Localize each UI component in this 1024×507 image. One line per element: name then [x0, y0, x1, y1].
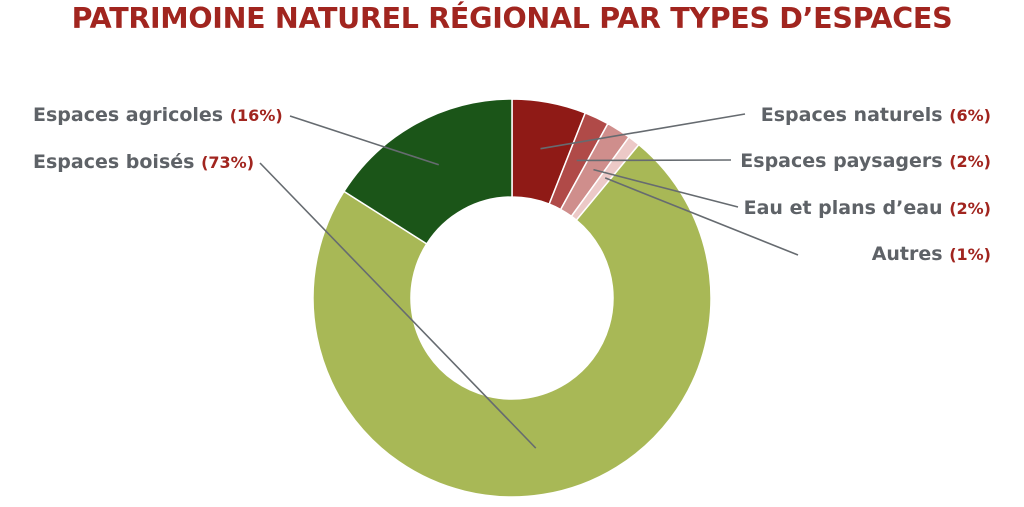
slice-label: Espaces boisés (73%): [33, 151, 254, 173]
slice-label: Espaces agricoles (16%): [33, 104, 283, 126]
slice-label-percent: (2%): [949, 152, 991, 171]
leader-lines: [259, 113, 799, 449]
slice-label-name: Espaces agricoles: [33, 104, 230, 126]
leader-line: [289, 115, 440, 166]
slice-label-name: Autres: [872, 243, 950, 265]
leader-line: [604, 177, 799, 256]
slice-label-name: Espaces boisés: [33, 151, 201, 173]
slice-label-percent: (1%): [949, 245, 991, 264]
slice-labels: Espaces naturels (6%) Espaces paysagers (…: [33, 104, 991, 265]
slice-label: Espaces paysagers (2%): [740, 150, 991, 172]
slice-label-percent: (6%): [949, 106, 991, 125]
slice-label: Eau et plans d’eau (2%): [744, 197, 991, 219]
leader-line: [593, 168, 739, 208]
leader-line: [259, 162, 537, 449]
slice-espaces-bois-s: [312, 143, 712, 498]
slice-label-name: Espaces naturels: [761, 104, 949, 126]
slice-label: Autres (1%): [872, 243, 991, 265]
slice-label-percent: (2%): [949, 199, 991, 218]
slice-label-percent: (16%): [230, 106, 283, 125]
leader-line: [540, 113, 746, 150]
slice-label-name: Eau et plans d’eau: [744, 197, 950, 219]
slice-espaces-agricoles: [342, 98, 513, 245]
slice-label-percent: (73%): [201, 153, 254, 172]
chart-title: PATRIMOINE NATUREL RÉGIONAL PAR TYPES D’…: [71, 2, 953, 35]
slice-label-name: Espaces paysagers: [740, 150, 949, 172]
slice-label: Espaces naturels (6%): [761, 104, 991, 126]
donut-slices: [312, 98, 712, 498]
